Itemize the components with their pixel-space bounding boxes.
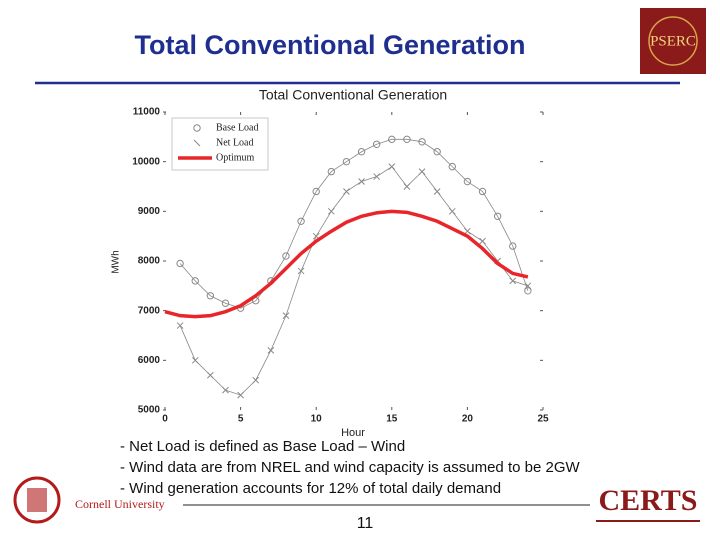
y-tick-label: 10000	[132, 156, 160, 167]
marker	[524, 287, 532, 295]
marker	[524, 282, 532, 290]
marker	[358, 178, 365, 185]
bullets: - Net Load is defined as Base Load – Win…	[120, 438, 580, 497]
marker	[388, 163, 396, 170]
marker	[222, 386, 229, 394]
cornell-seal	[13, 476, 61, 524]
marker	[297, 267, 305, 275]
cornell-shield	[27, 488, 47, 512]
cornell-text: Cornell University	[75, 497, 165, 511]
marker	[343, 188, 350, 195]
marker	[327, 207, 335, 215]
marker	[464, 227, 471, 235]
legend-box	[171, 117, 269, 171]
legend-label: Optimum	[216, 152, 255, 163]
marker	[433, 148, 441, 156]
marker	[372, 140, 381, 148]
marker	[479, 237, 486, 245]
x-tick-label: 10	[311, 414, 323, 425]
legend-marker	[193, 139, 201, 147]
y-tick-label: 8000	[138, 256, 161, 267]
x-tick-label: 20	[462, 414, 474, 425]
marker	[312, 187, 320, 196]
bullet: - Wind data are from NREL and wind capac…	[120, 459, 580, 476]
marker	[252, 376, 260, 384]
x-tick-label: 15	[386, 414, 398, 425]
marker	[448, 207, 456, 215]
marker	[403, 135, 411, 144]
marker	[327, 167, 336, 176]
marker	[418, 168, 426, 175]
chart-title: Total Conventional Generation	[259, 87, 447, 103]
marker	[433, 188, 441, 195]
certs-text: CERTS	[599, 484, 698, 517]
marker	[282, 252, 290, 260]
x-tick-label: 5	[238, 414, 244, 425]
y-tick-label: 9000	[138, 206, 161, 217]
marker	[206, 292, 215, 300]
marker	[478, 187, 487, 196]
marker	[357, 148, 366, 156]
bullet: - Wind generation accounts for 12% of to…	[120, 480, 501, 497]
x-axis-label: Hour	[341, 427, 365, 439]
marker	[463, 177, 472, 186]
marker	[221, 299, 230, 307]
y-axis-label: MWh	[111, 250, 122, 273]
series-line	[179, 166, 529, 396]
marker	[388, 135, 396, 144]
marker	[282, 312, 290, 319]
slide-title: Total Conventional Generation	[134, 30, 525, 60]
marker	[448, 162, 456, 171]
x-tick-label: 25	[537, 414, 549, 425]
marker	[176, 259, 184, 268]
marker	[297, 217, 305, 225]
pserc-emblem	[648, 16, 698, 66]
marker	[403, 183, 411, 190]
marker	[237, 391, 244, 399]
x-tick-label: 0	[162, 414, 168, 425]
pserc-text: PSERC	[650, 33, 696, 49]
marker	[493, 212, 502, 221]
marker	[373, 173, 381, 180]
marker	[191, 277, 199, 285]
marker	[509, 242, 517, 250]
marker	[267, 347, 275, 354]
legend-label: Base Load	[216, 122, 259, 133]
y-tick-label: 11000	[133, 107, 161, 118]
marker	[191, 356, 199, 364]
legend-label: Net Load	[216, 137, 254, 148]
plot: 5000 6000 7000 8000 9000 10000 11000 0 5 10 15 20 25…	[132, 107, 549, 425]
series-line	[164, 209, 529, 319]
marker	[509, 277, 517, 285]
y-tick-label: 5000	[138, 405, 161, 416]
bullet: - Net Load is defined as Base Load – Win…	[120, 438, 405, 455]
y-tick-label: 6000	[138, 355, 161, 366]
y-tick-label: 7000	[138, 305, 161, 316]
pserc-logo	[640, 8, 706, 74]
marker	[176, 322, 184, 329]
marker	[207, 371, 214, 379]
legend-marker	[193, 124, 201, 132]
page-number: 11	[357, 515, 374, 532]
marker	[342, 157, 351, 166]
marker	[418, 138, 426, 146]
